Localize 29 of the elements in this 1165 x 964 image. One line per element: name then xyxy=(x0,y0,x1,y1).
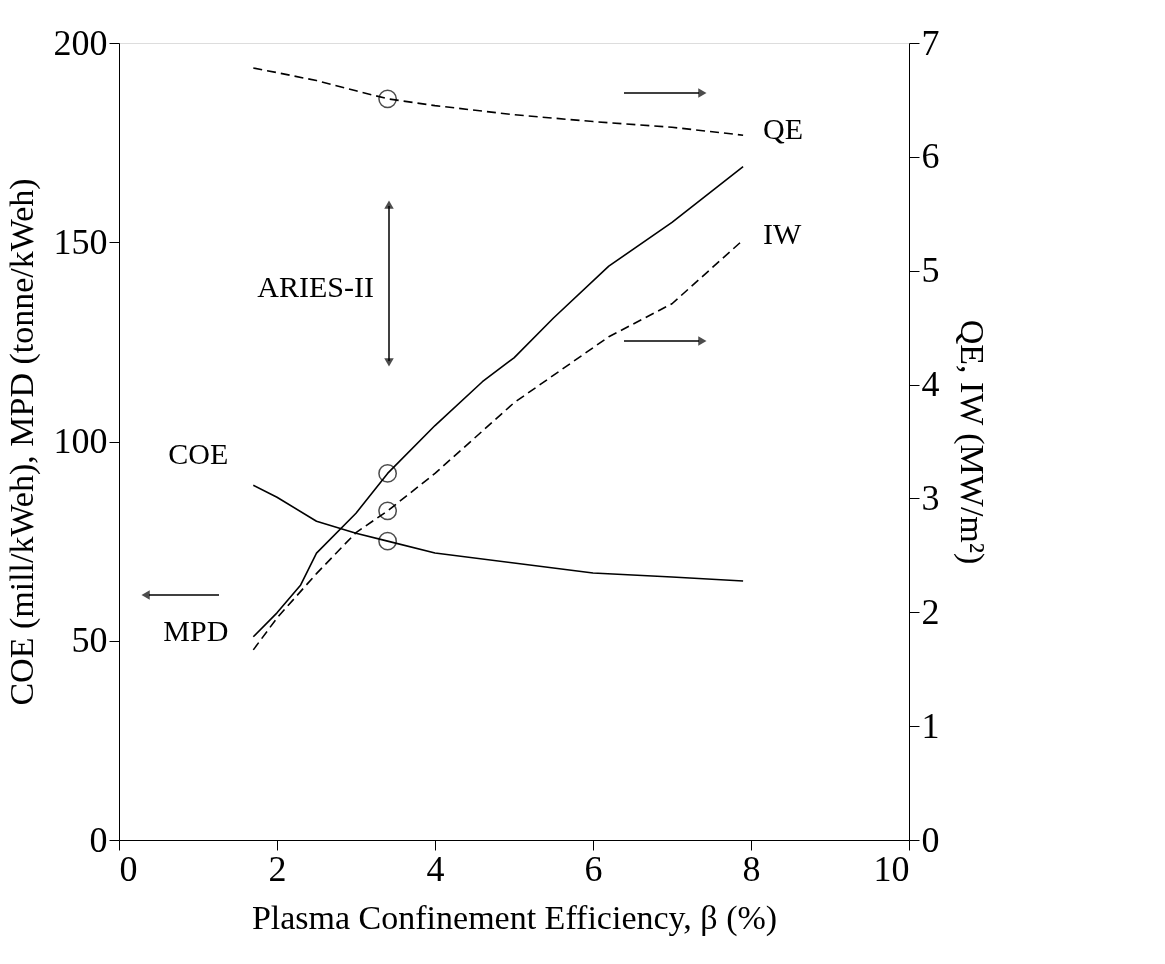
y-tick-label: 150 xyxy=(53,221,108,262)
line-series xyxy=(252,67,744,137)
series-label: COE xyxy=(168,437,229,471)
y2-tick-label: 3 xyxy=(921,477,940,518)
y2-tick-label: 1 xyxy=(921,705,940,746)
y2-tick-label: 7 xyxy=(921,22,940,63)
y-axis-title: COE (mill/kWeh), MPD (tonne/kWeh) xyxy=(2,178,41,706)
x-tick-label: 4 xyxy=(426,848,445,889)
y-tick-label: 50 xyxy=(71,620,108,661)
y-tick-label: 200 xyxy=(53,22,108,63)
x-tick-label: 8 xyxy=(742,848,761,889)
y2-tick-label: 2 xyxy=(921,591,940,632)
y2-tick-label: 0 xyxy=(921,819,940,860)
series-label: IW xyxy=(763,216,803,250)
x-tick-label: 6 xyxy=(584,848,603,889)
x-tick-label: 10 xyxy=(873,848,910,889)
y2-axis-title: QE, IW (MW/m²) xyxy=(952,319,991,565)
legend-label: MPD xyxy=(163,613,229,647)
y2-tick-label: 5 xyxy=(921,250,940,291)
series-label: QE xyxy=(763,112,804,146)
annotation: ARIES-II xyxy=(257,270,374,303)
x-tick-label: 0 xyxy=(119,848,138,889)
y-tick-label: 0 xyxy=(89,819,108,860)
y2-tick-label: 4 xyxy=(921,364,940,405)
x-tick-label: 2 xyxy=(268,848,287,889)
x-axis-title: Plasma Confinement Efficiency, β (%) xyxy=(251,898,778,937)
line-series xyxy=(252,165,744,638)
y-tick-label: 100 xyxy=(53,421,108,461)
y2-tick-label: 6 xyxy=(921,136,940,177)
